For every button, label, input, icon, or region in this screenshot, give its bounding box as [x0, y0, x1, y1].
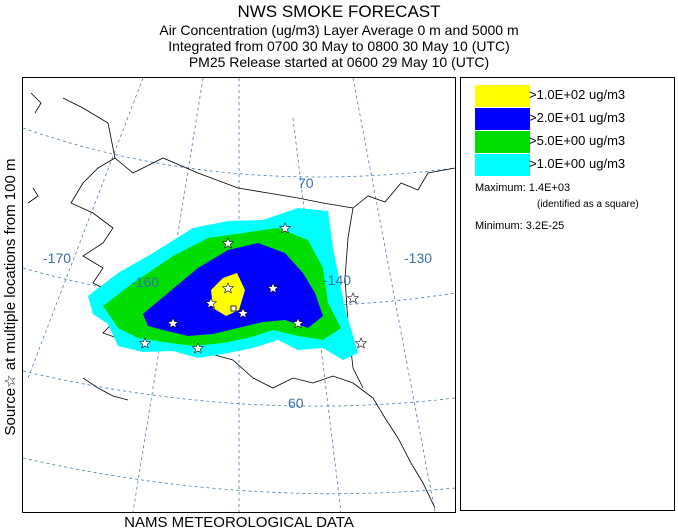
maximum-square [230, 305, 237, 312]
canada-arctic-coast [352, 167, 455, 209]
source-star [166, 317, 180, 329]
coastal-range [344, 207, 364, 389]
islands-northwest [27, 92, 42, 204]
source-markers [138, 222, 368, 354]
source-star [221, 282, 235, 294]
longitude-line-130 [352, 78, 436, 512]
legend-item-1e0: >1.0E+00 ug/m3 [475, 154, 675, 176]
lon-label-130: -130 [404, 250, 432, 266]
lon-label-170: -170 [43, 250, 71, 266]
maximum-value: Maximum: 1.4E+03 [475, 182, 571, 194]
source-star [138, 337, 152, 349]
legend-label: >1.0E+02 ug/m3 [529, 87, 626, 102]
alaska-west-coast [70, 157, 134, 304]
latitude-line-60 [23, 370, 455, 407]
alaska-north-coast [62, 97, 354, 209]
legend-label: >1.0E+00 ug/m3 [529, 156, 626, 171]
source-star [266, 282, 280, 294]
source-star [278, 222, 292, 234]
source-star [291, 317, 305, 329]
source-star [191, 342, 205, 354]
source-star [204, 297, 218, 309]
legend-item-5e0: >5.0E+00 ug/m3 [475, 131, 675, 153]
latitude-line-70 [23, 127, 455, 178]
smoke-plume [88, 208, 358, 360]
legend-item-2e1: >2.0E+01 ug/m3 [475, 108, 675, 130]
legend-swatch-blue [475, 108, 530, 130]
legend-swatch-cyan [475, 154, 530, 176]
source-star [346, 292, 360, 304]
lon-label-160: -160 [131, 274, 159, 290]
alaska-south-coast [232, 359, 374, 399]
legend-swatch-yellow [475, 85, 530, 107]
latitude-line-55 [23, 457, 455, 495]
maximum-note: (identified as a square) [537, 199, 639, 210]
plume-zone-1e2 [211, 273, 245, 316]
lat-label-60: 60 [288, 395, 304, 411]
legend-label: >5.0E+00 ug/m3 [529, 133, 626, 148]
graticule-labels: -170 -160 -140 -130 70 60 [43, 175, 432, 411]
meteorological-data-label: NAMS METEOROLOGICAL DATA [124, 514, 354, 531]
release-start: PM25 Release started at 0600 29 May 10 (… [188, 54, 490, 70]
legend-panel: >1.0E+02 ug/m3 >2.0E+01 ug/m3 >5.0E+00 u… [460, 77, 675, 511]
integration-period: Integrated from 0700 30 May to 0800 30 M… [168, 38, 510, 54]
source-star [354, 337, 368, 349]
source-label: Source☆ at multiple locations from 100 m [2, 158, 19, 436]
legend-label: >2.0E+01 ug/m3 [529, 110, 626, 125]
map-panel: -170 -160 -140 -130 70 60 [22, 77, 456, 513]
longitude-line-160 [132, 78, 204, 512]
island-chain [82, 377, 129, 401]
legend-swatch-green [475, 131, 530, 153]
legend-item-1e2: >1.0E+02 ug/m3 [475, 85, 675, 107]
alaska-panhandle-coast [372, 397, 436, 509]
source-star [221, 237, 235, 249]
map-canvas: -170 -160 -140 -130 70 60 [23, 78, 455, 512]
forecast-title: NWS SMOKE FORECAST [237, 2, 441, 21]
layer-description: Air Concentration (ug/m3) Layer Average … [159, 22, 519, 38]
minimum-value: Minimum: 3.2E-25 [475, 220, 565, 232]
source-star [236, 307, 250, 319]
lon-label-140: -140 [323, 272, 351, 288]
lat-label-70: 70 [298, 175, 314, 191]
